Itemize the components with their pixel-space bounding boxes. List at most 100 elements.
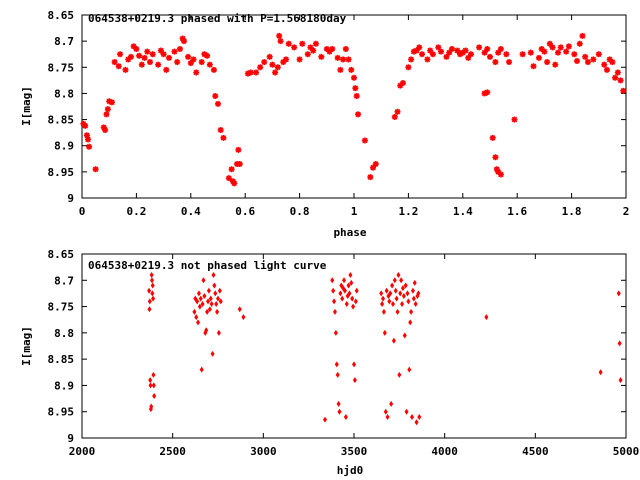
phased-data-point: [353, 93, 360, 100]
phased-data-point: [206, 61, 213, 68]
phased-y-tick-label: 8.65: [48, 9, 75, 22]
phased-x-tick-label: 0.2: [126, 205, 146, 218]
phased-data-point: [576, 40, 583, 47]
phased-data-point: [236, 161, 243, 168]
unphased-data-point: [149, 277, 154, 284]
phased-data-point: [163, 66, 170, 73]
phased-data-point: [283, 56, 289, 63]
phased-data-point: [133, 45, 140, 52]
unphased-data-point: [411, 295, 416, 302]
phased-data-point: [127, 53, 134, 60]
phased-data-point: [620, 87, 627, 94]
unphased-data-point: [400, 300, 405, 307]
phased-data-point: [166, 54, 173, 61]
phased-data-point: [557, 44, 564, 51]
unphased-data-point: [151, 382, 156, 389]
unphased-data-point: [218, 298, 223, 305]
unphased-y-tick-label: 8.85: [48, 353, 75, 366]
phased-data-point: [544, 59, 551, 66]
phased-data-point: [225, 175, 232, 182]
phased-x-tick-label: 1: [351, 205, 358, 218]
unphased-data-point: [152, 392, 157, 399]
phased-data-point: [210, 66, 217, 73]
phased-x-tick-label: 1.4: [453, 205, 473, 218]
unphased-data-point: [216, 329, 221, 336]
phased-x-tick-label: 1.2: [398, 205, 418, 218]
phased-data-point: [511, 116, 518, 123]
unphased-data-point: [350, 295, 355, 302]
unphased-light-curve-panel: 064538+0219.3 not phased light curve hjd…: [20, 248, 639, 477]
unphased-data-point: [402, 332, 407, 339]
phased-data-point: [429, 51, 436, 58]
phased-data-point: [261, 59, 268, 66]
unphased-data-point: [389, 400, 394, 407]
phased-data-point: [462, 47, 469, 54]
unphased-data-point: [194, 314, 199, 321]
phased-x-tick-label: 0.8: [290, 205, 310, 218]
phased-data-point: [138, 61, 145, 68]
unphased-data-point: [332, 298, 337, 305]
unphased-data-point: [618, 377, 623, 384]
unphased-data-point: [394, 295, 399, 302]
unphased-data-point: [209, 300, 214, 307]
unphased-data-point: [149, 272, 154, 279]
unphased-chart-title: 064538+0219.3 not phased light curve: [88, 259, 327, 272]
phased-data-point: [144, 48, 151, 55]
unphased-data-point: [393, 287, 398, 294]
phased-data-point: [355, 111, 362, 118]
unphased-data-point: [344, 300, 349, 307]
phased-data-point: [394, 108, 401, 115]
phased-x-tick-label: 0: [79, 205, 86, 218]
unphased-data-point: [237, 306, 242, 313]
phased-data-point: [419, 51, 425, 58]
unphased-data-point: [410, 287, 415, 294]
phased-data-point: [342, 45, 349, 52]
phased-data-point: [345, 56, 352, 63]
unphased-data-point: [148, 377, 153, 384]
phased-light-curve-panel: 064538+0219.3 phased with P=1.568180day …: [20, 9, 629, 239]
phased-data-point: [204, 52, 211, 59]
unphased-data-point: [388, 290, 393, 297]
unphased-y-tick-label: 8.75: [48, 301, 75, 314]
phased-data-point: [274, 64, 281, 71]
unphased-data-point: [409, 308, 414, 315]
phased-data-point: [448, 45, 455, 52]
phased-y-tick-label: 8.9: [54, 140, 74, 153]
phased-data-point: [405, 64, 412, 71]
phased-data-point: [579, 32, 586, 39]
phased-data-point: [117, 51, 124, 58]
phased-data-point: [84, 136, 91, 143]
phased-y-tick-label: 8.75: [48, 61, 75, 74]
unphased-data-point: [197, 303, 202, 310]
unphased-data-point: [147, 287, 152, 294]
phased-data-point: [438, 48, 445, 55]
unphased-data-point: [390, 282, 395, 289]
phased-data-point: [571, 51, 578, 58]
unphased-data-point: [338, 290, 343, 297]
unphased-data-point: [322, 416, 327, 423]
unphased-data-point: [390, 300, 395, 307]
unphased-y-tick-label: 8.9: [54, 379, 74, 392]
unphased-y-tick-label: 8.7: [54, 274, 74, 287]
phased-data-point: [310, 47, 317, 54]
phased-data-point: [307, 44, 314, 51]
phased-data-point: [115, 63, 122, 70]
phased-data-point: [220, 134, 227, 141]
unphased-x-tick-label: 2500: [159, 445, 186, 458]
unphased-data-point: [404, 408, 409, 415]
phased-data-point: [595, 51, 602, 58]
unphased-data-point: [148, 382, 153, 389]
phased-data-point: [141, 54, 148, 61]
unphased-data-point: [343, 413, 348, 420]
unphased-data-point: [342, 277, 347, 284]
unphased-data-point: [401, 293, 406, 300]
phased-data-point: [408, 56, 415, 63]
unphased-data-point: [405, 290, 410, 297]
phased-data-point: [476, 44, 483, 51]
phased-data-point: [291, 44, 298, 51]
phased-data-point: [276, 32, 283, 39]
phased-data-point: [527, 49, 534, 56]
phased-data-point: [296, 56, 303, 63]
phased-data-point: [160, 51, 167, 58]
